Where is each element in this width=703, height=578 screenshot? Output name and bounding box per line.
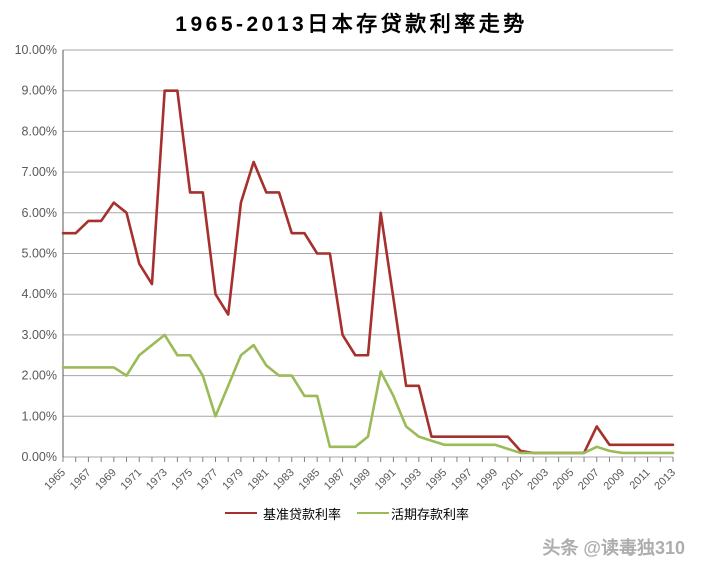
svg-text:2.00%: 2.00% bbox=[22, 369, 57, 383]
svg-text:9.00%: 9.00% bbox=[22, 84, 57, 98]
svg-text:2007: 2007 bbox=[576, 467, 602, 493]
svg-text:3.00%: 3.00% bbox=[22, 328, 57, 342]
svg-text:1987: 1987 bbox=[322, 467, 348, 493]
svg-text:4.00%: 4.00% bbox=[22, 287, 57, 301]
svg-text:2011: 2011 bbox=[627, 467, 652, 492]
svg-text:5.00%: 5.00% bbox=[22, 247, 57, 261]
svg-text:1993: 1993 bbox=[398, 467, 424, 493]
svg-text:2003: 2003 bbox=[525, 467, 551, 493]
svg-text:1985: 1985 bbox=[296, 467, 322, 493]
svg-text:1967: 1967 bbox=[68, 467, 94, 493]
svg-text:10.00%: 10.00% bbox=[15, 43, 57, 57]
svg-text:1997: 1997 bbox=[449, 467, 475, 493]
svg-text:1.00%: 1.00% bbox=[22, 409, 57, 423]
svg-text:1991: 1991 bbox=[373, 467, 399, 493]
svg-text:2001: 2001 bbox=[500, 467, 526, 493]
svg-text:1981: 1981 bbox=[246, 467, 272, 493]
svg-text:1977: 1977 bbox=[195, 467, 221, 493]
svg-text:1965: 1965 bbox=[42, 467, 68, 493]
svg-text:1983: 1983 bbox=[271, 467, 297, 493]
svg-text:6.00%: 6.00% bbox=[22, 206, 57, 220]
svg-text:1999: 1999 bbox=[474, 467, 500, 493]
svg-text:1971: 1971 bbox=[119, 467, 145, 493]
svg-text:0.00%: 0.00% bbox=[22, 450, 57, 464]
svg-text:2005: 2005 bbox=[551, 467, 577, 493]
svg-text:1973: 1973 bbox=[144, 467, 170, 493]
svg-text:1995: 1995 bbox=[424, 467, 450, 493]
svg-text:2009: 2009 bbox=[601, 467, 627, 493]
svg-text:1969: 1969 bbox=[93, 467, 119, 493]
svg-text:7.00%: 7.00% bbox=[22, 165, 57, 179]
svg-text:1989: 1989 bbox=[347, 467, 373, 493]
svg-text:1975: 1975 bbox=[169, 467, 195, 493]
svg-text:8.00%: 8.00% bbox=[22, 124, 57, 138]
svg-text:1979: 1979 bbox=[220, 467, 246, 493]
svg-text:2013: 2013 bbox=[652, 467, 678, 493]
